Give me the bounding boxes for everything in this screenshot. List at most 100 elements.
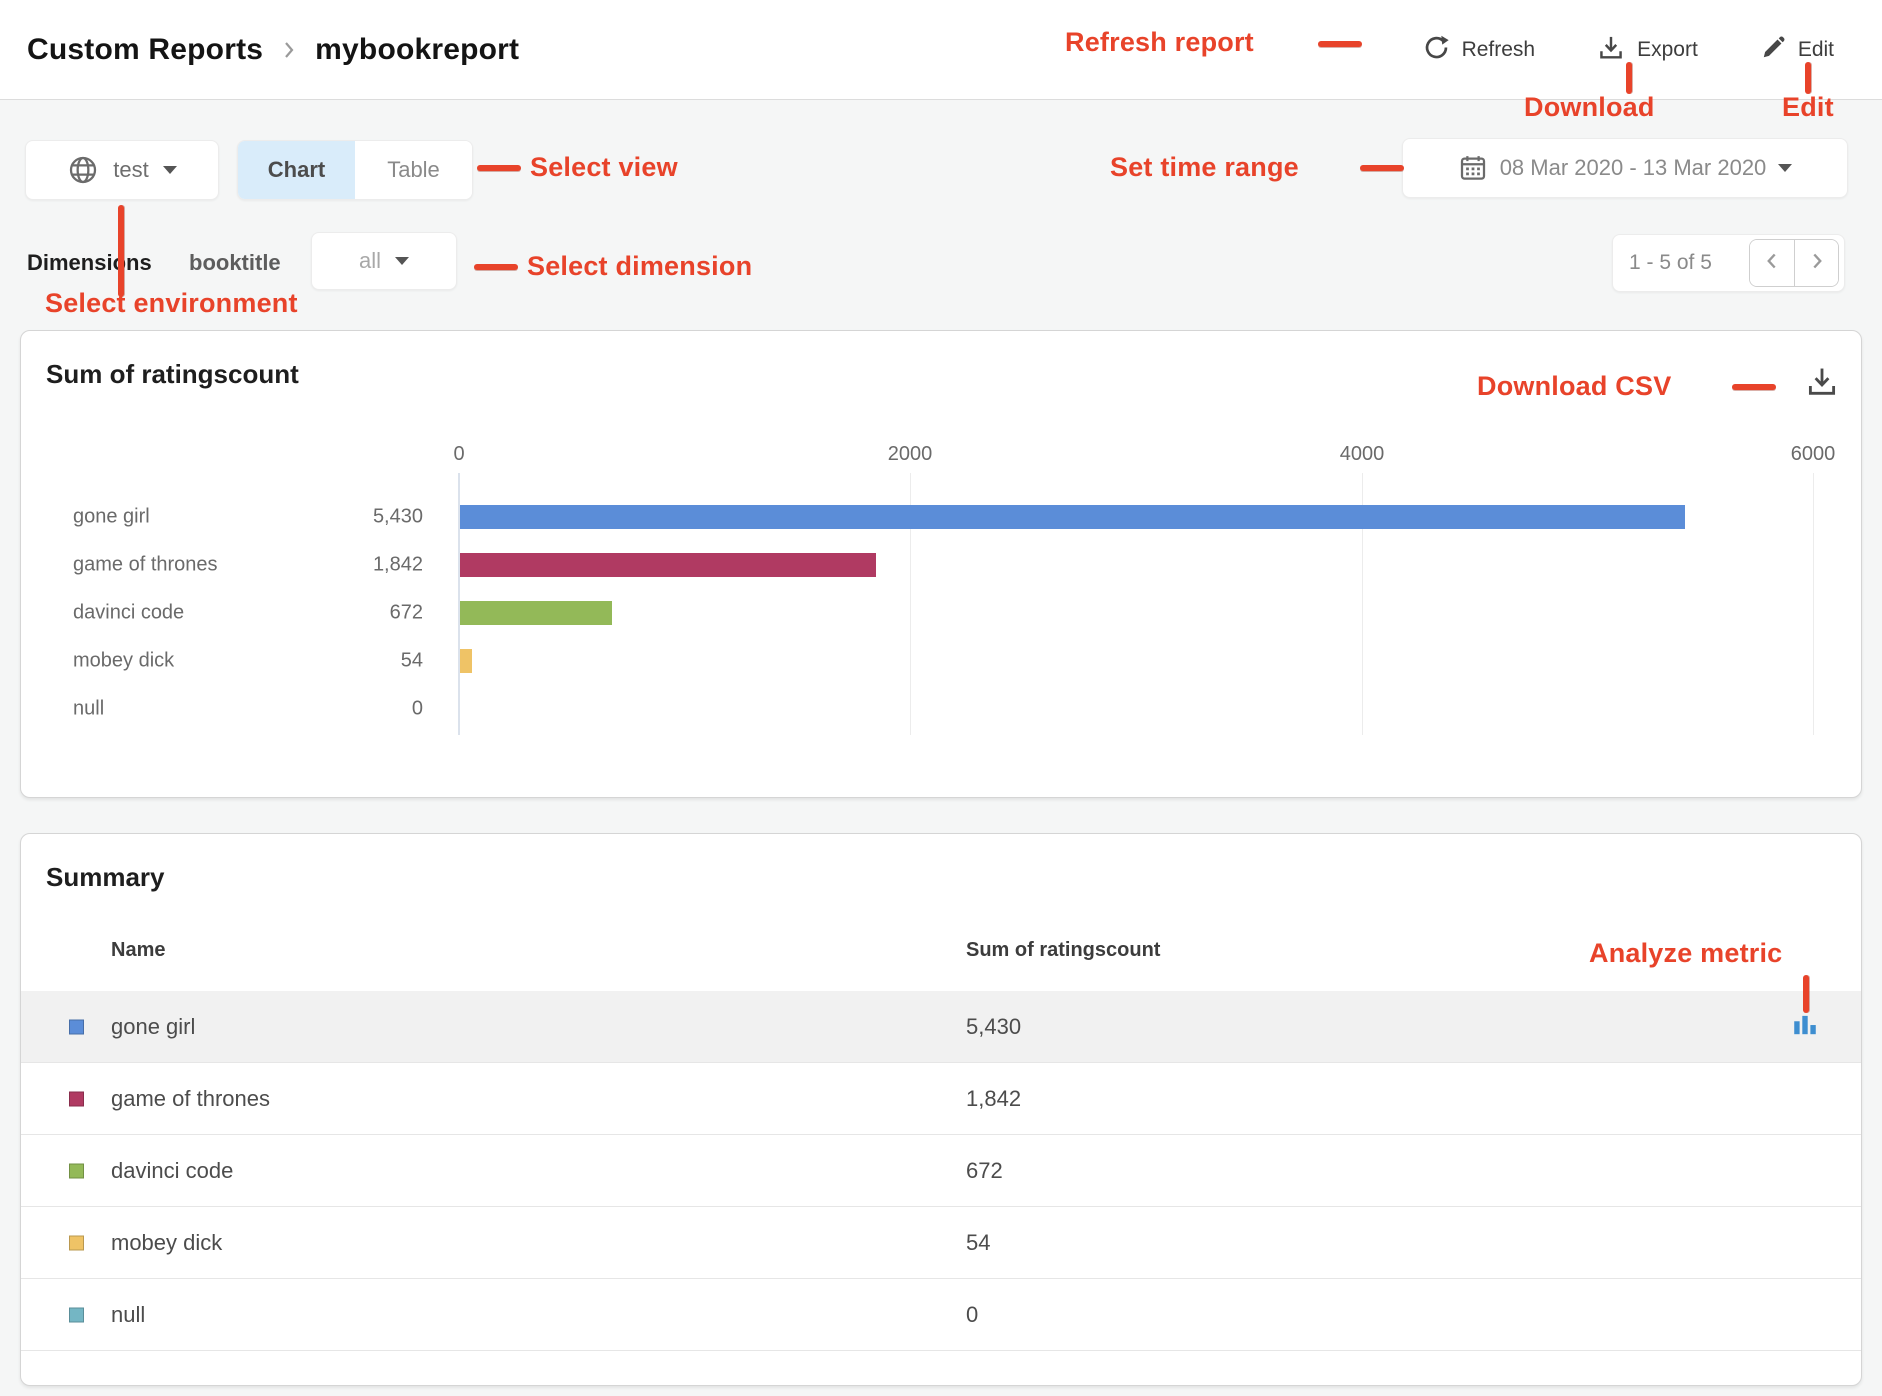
table-row: null 0 (21, 1279, 1861, 1351)
annotation-edit: Edit (1782, 92, 1834, 123)
environment-value: test (113, 157, 148, 183)
value-label: 672 (261, 602, 423, 625)
x-tick-4000: 4000 (1340, 443, 1385, 466)
row-value: 672 (966, 1158, 1003, 1184)
row-name: gone girl (111, 1014, 195, 1040)
series-swatch (69, 1235, 84, 1250)
row-name: mobey dick (111, 1230, 222, 1256)
annotation-line-select-view (477, 165, 521, 171)
export-label: Export (1637, 38, 1698, 62)
dimensions-label: Dimensions (27, 250, 152, 276)
pagination: 1 - 5 of 5 (1612, 234, 1845, 292)
chevron-right-icon (1804, 248, 1830, 279)
annotation-line-download-csv (1732, 384, 1776, 390)
refresh-button[interactable]: Refresh (1423, 34, 1536, 66)
series-swatch (69, 1307, 84, 1322)
bar-gone-girl (460, 505, 1685, 529)
tab-table[interactable]: Table (355, 140, 472, 200)
row-name: null (111, 1302, 145, 1328)
chevron-right-icon (277, 38, 301, 62)
annotation-select-environment: Select environment (45, 288, 298, 319)
breadcrumb-current: mybookreport (315, 33, 519, 67)
category-label: davinci code (73, 602, 184, 625)
bar-davinci-code (460, 601, 612, 625)
x-tick-2000: 2000 (888, 443, 933, 466)
chart-row: gone girl 5,430 (21, 493, 1861, 541)
column-header-value: Sum of ratingscount (966, 939, 1160, 962)
series-swatch (69, 1019, 84, 1034)
dimension-filter-value: all (359, 248, 381, 274)
bar-chart-icon (1791, 1025, 1819, 1042)
date-range-picker[interactable]: 08 Mar 2020 - 13 Mar 2020 (1402, 138, 1848, 198)
bar-chart: gone girl 5,430 game of thrones 1,842 da… (21, 493, 1861, 733)
value-label: 1,842 (261, 554, 423, 577)
export-button[interactable]: Export (1597, 34, 1698, 67)
annotation-line-refresh (1318, 41, 1362, 47)
annotation-line-download (1626, 62, 1632, 94)
bar-game-of-thrones (460, 553, 876, 577)
category-label: null (73, 698, 104, 721)
next-page-button[interactable] (1794, 240, 1838, 286)
calendar-icon (1458, 153, 1488, 183)
prev-page-button[interactable] (1750, 240, 1794, 286)
value-label: 0 (261, 698, 423, 721)
pagination-buttons (1749, 239, 1839, 287)
row-value: 5,430 (966, 1014, 1021, 1040)
chart-row: davinci code 672 (21, 589, 1861, 637)
analyze-metric-button[interactable] (1791, 1010, 1819, 1043)
annotation-line-edit (1805, 62, 1811, 94)
summary-card: Summary Name Sum of ratingscount gone gi… (20, 833, 1862, 1386)
globe-icon (67, 154, 99, 186)
row-value: 54 (966, 1230, 990, 1256)
tab-chart[interactable]: Chart (238, 140, 355, 200)
row-name: davinci code (111, 1158, 233, 1184)
series-swatch (69, 1091, 84, 1106)
dimension-filter-select[interactable]: all (311, 232, 457, 290)
value-label: 5,430 (261, 506, 423, 529)
chart-title: Sum of ratingscount (46, 359, 299, 390)
chart-row: mobey dick 54 (21, 637, 1861, 685)
chevron-down-icon (1778, 164, 1792, 172)
table-row: gone girl 5,430 (21, 991, 1861, 1063)
dimension-name: booktitle (189, 250, 281, 276)
download-icon (1805, 386, 1839, 403)
view-toggle: Chart Table (237, 140, 473, 200)
table-row: mobey dick 54 (21, 1207, 1861, 1279)
table-row: game of thrones 1,842 (21, 1063, 1861, 1135)
refresh-label: Refresh (1462, 38, 1536, 62)
category-label: gone girl (73, 506, 150, 529)
environment-select[interactable]: test (25, 140, 219, 200)
table-row: davinci code 672 (21, 1135, 1861, 1207)
row-value: 0 (966, 1302, 978, 1328)
breadcrumb-parent[interactable]: Custom Reports (27, 33, 263, 67)
x-tick-6000: 6000 (1791, 443, 1836, 466)
chart-row: game of thrones 1,842 (21, 541, 1861, 589)
bar-mobey-dick (460, 649, 472, 673)
x-tick-0: 0 (453, 443, 464, 466)
page-header: Custom Reports mybookreport Refresh Expo… (0, 0, 1882, 100)
annotation-line-set-time-range (1360, 165, 1404, 171)
chevron-down-icon (163, 166, 177, 174)
annotation-select-dimension: Select dimension (527, 251, 752, 282)
chevron-left-icon (1759, 248, 1785, 279)
chevron-down-icon (395, 257, 409, 265)
category-label: mobey dick (73, 650, 174, 673)
annotation-line-select-environment (118, 205, 124, 297)
custom-report-page: Custom Reports mybookreport Refresh Expo… (0, 0, 1882, 1396)
annotation-set-time-range: Set time range (1110, 152, 1299, 183)
refresh-icon (1423, 34, 1450, 66)
chart-row: null 0 (21, 685, 1861, 733)
annotation-select-view: Select view (530, 152, 678, 183)
category-label: game of thrones (73, 554, 218, 577)
breadcrumb: Custom Reports mybookreport (27, 0, 519, 100)
annotation-line-analyze-metric (1803, 975, 1809, 1013)
summary-title: Summary (46, 862, 165, 893)
column-header-name: Name (111, 939, 165, 962)
value-label: 54 (261, 650, 423, 673)
edit-button[interactable]: Edit (1760, 35, 1834, 66)
row-name: game of thrones (111, 1086, 270, 1112)
download-icon (1597, 34, 1625, 67)
pencil-icon (1760, 35, 1786, 66)
download-csv-button[interactable] (1805, 365, 1839, 404)
row-value: 1,842 (966, 1086, 1021, 1112)
